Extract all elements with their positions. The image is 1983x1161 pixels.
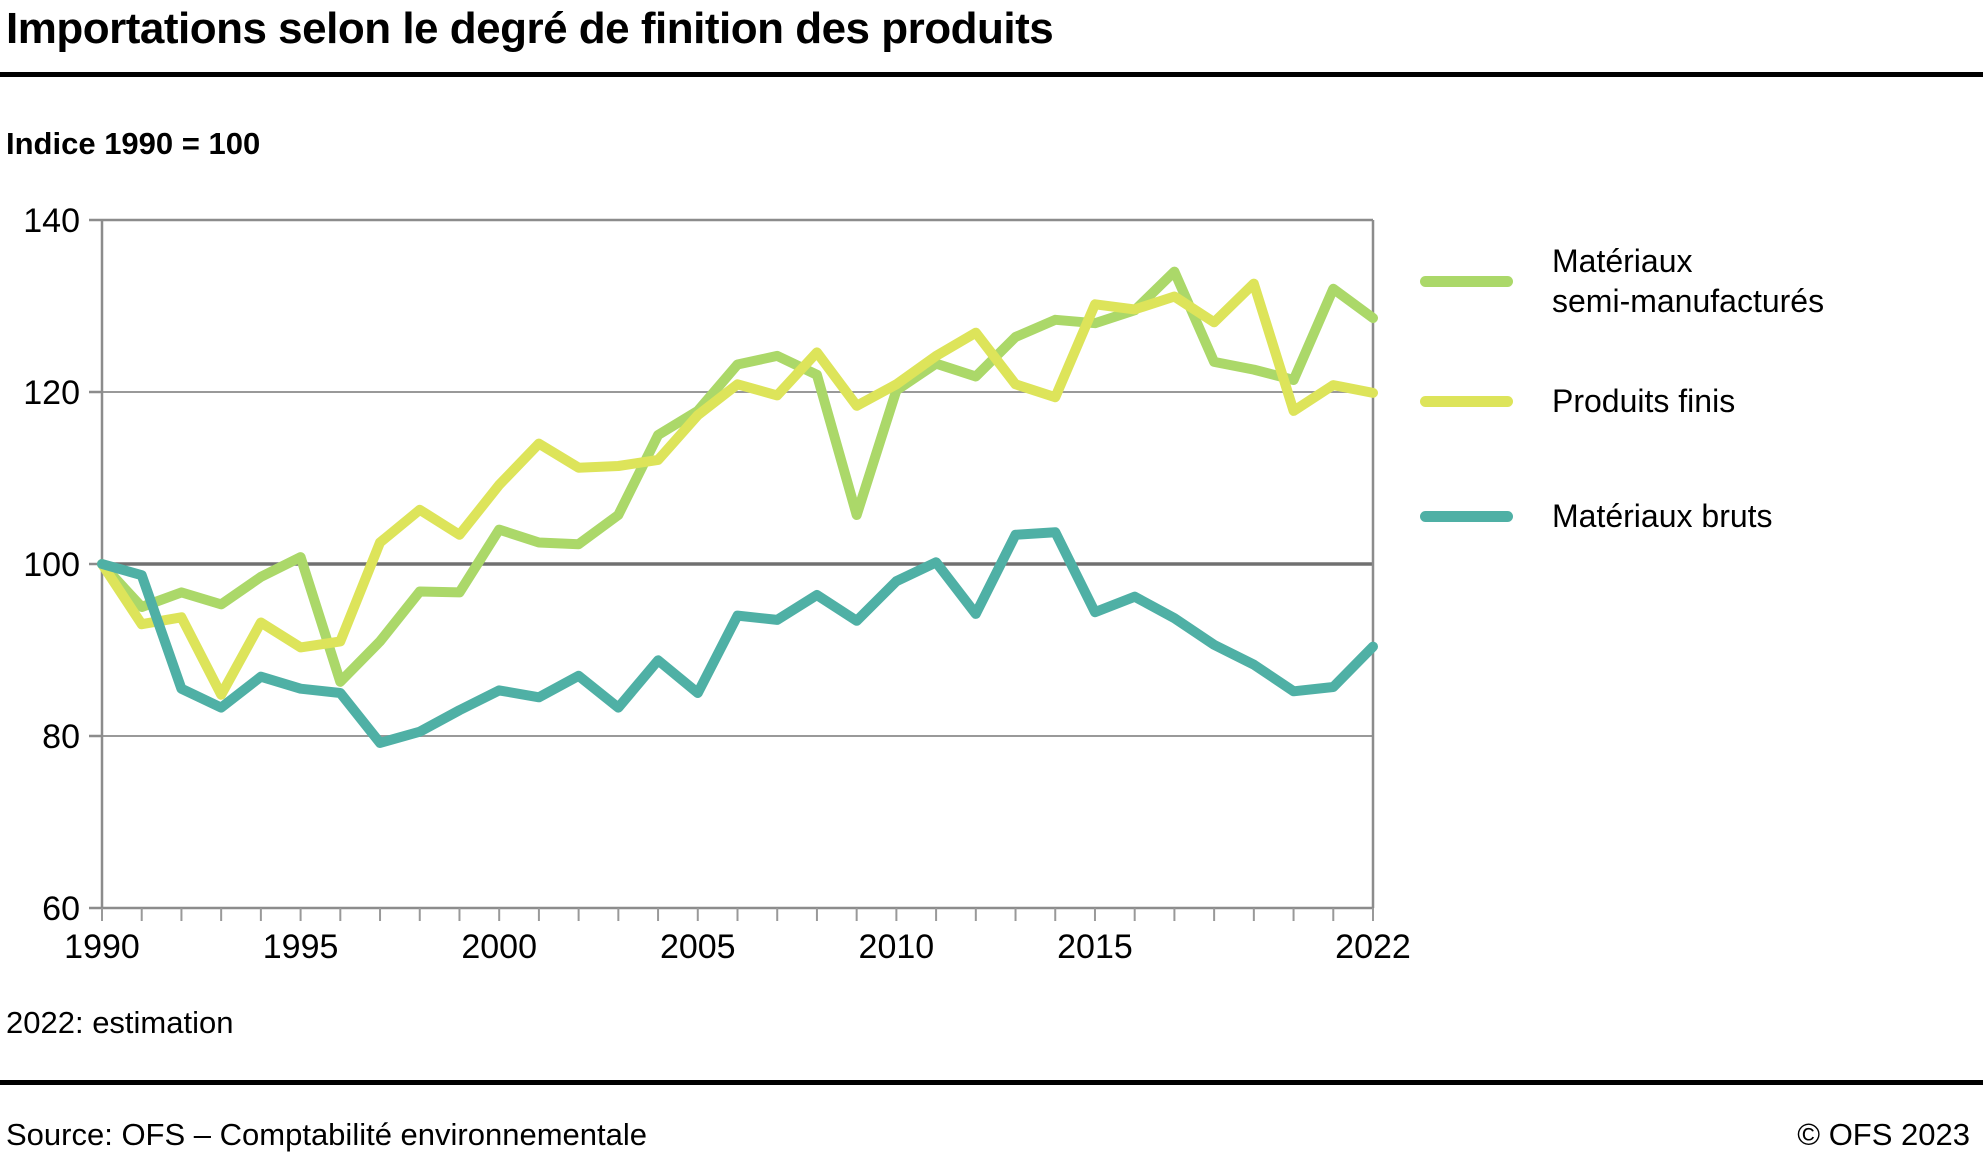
x-tick-label-2010: 2010 <box>859 928 935 966</box>
series-line-mat-riaux-semi-manufactur-s <box>97 266 1378 687</box>
x-tick-label-2015: 2015 <box>1057 928 1133 966</box>
x-tick-label-1990: 1990 <box>64 928 140 966</box>
y-tick-label-140: 140 <box>23 202 80 240</box>
legend-swatch-semi-manufactures-icon <box>1420 275 1513 287</box>
chart-subtitle: Indice 1990 = 100 <box>6 126 261 161</box>
legend-item-materiaux-bruts: Matériaux bruts <box>1420 496 1773 536</box>
legend-swatch-materiaux-bruts-icon <box>1420 510 1513 522</box>
x-tick-label-1995: 1995 <box>263 928 339 966</box>
x-tick-label-2022: 2022 <box>1335 928 1411 966</box>
title-divider <box>0 72 1983 77</box>
legend-label-produits-finis: Produits finis <box>1552 383 1736 419</box>
x-tick-label-2005: 2005 <box>660 928 736 966</box>
x-tick-label-2000: 2000 <box>461 928 537 966</box>
legend-label-semi-manufactures: Matériaux semi-manufacturés <box>1552 243 1825 319</box>
y-tick-label-60: 60 <box>42 890 80 928</box>
legend-swatch-produits-finis-icon <box>1420 395 1513 407</box>
y-tick-label-120: 120 <box>23 374 80 412</box>
footer-divider <box>0 1080 1983 1085</box>
source-text: Source: OFS – Comptabilité environnement… <box>6 1117 647 1152</box>
y-tick-label-100: 100 <box>23 546 80 584</box>
series-line-produits-finis <box>97 278 1378 700</box>
legend-item-semi-manufactures: Matériaux semi-manufacturés <box>1420 241 1824 321</box>
series-line-mat-riaux-bruts <box>97 527 1378 748</box>
legend-label-materiaux-bruts: Matériaux bruts <box>1552 498 1773 534</box>
y-tick-label-80: 80 <box>42 718 80 756</box>
copyright-text: © OFS 2023 <box>1797 1117 1970 1152</box>
footnote-estimation: 2022: estimation <box>6 1005 234 1040</box>
legend-item-produits-finis: Produits finis <box>1420 381 1735 421</box>
page-title: Importations selon le degré de finition … <box>6 4 1054 53</box>
